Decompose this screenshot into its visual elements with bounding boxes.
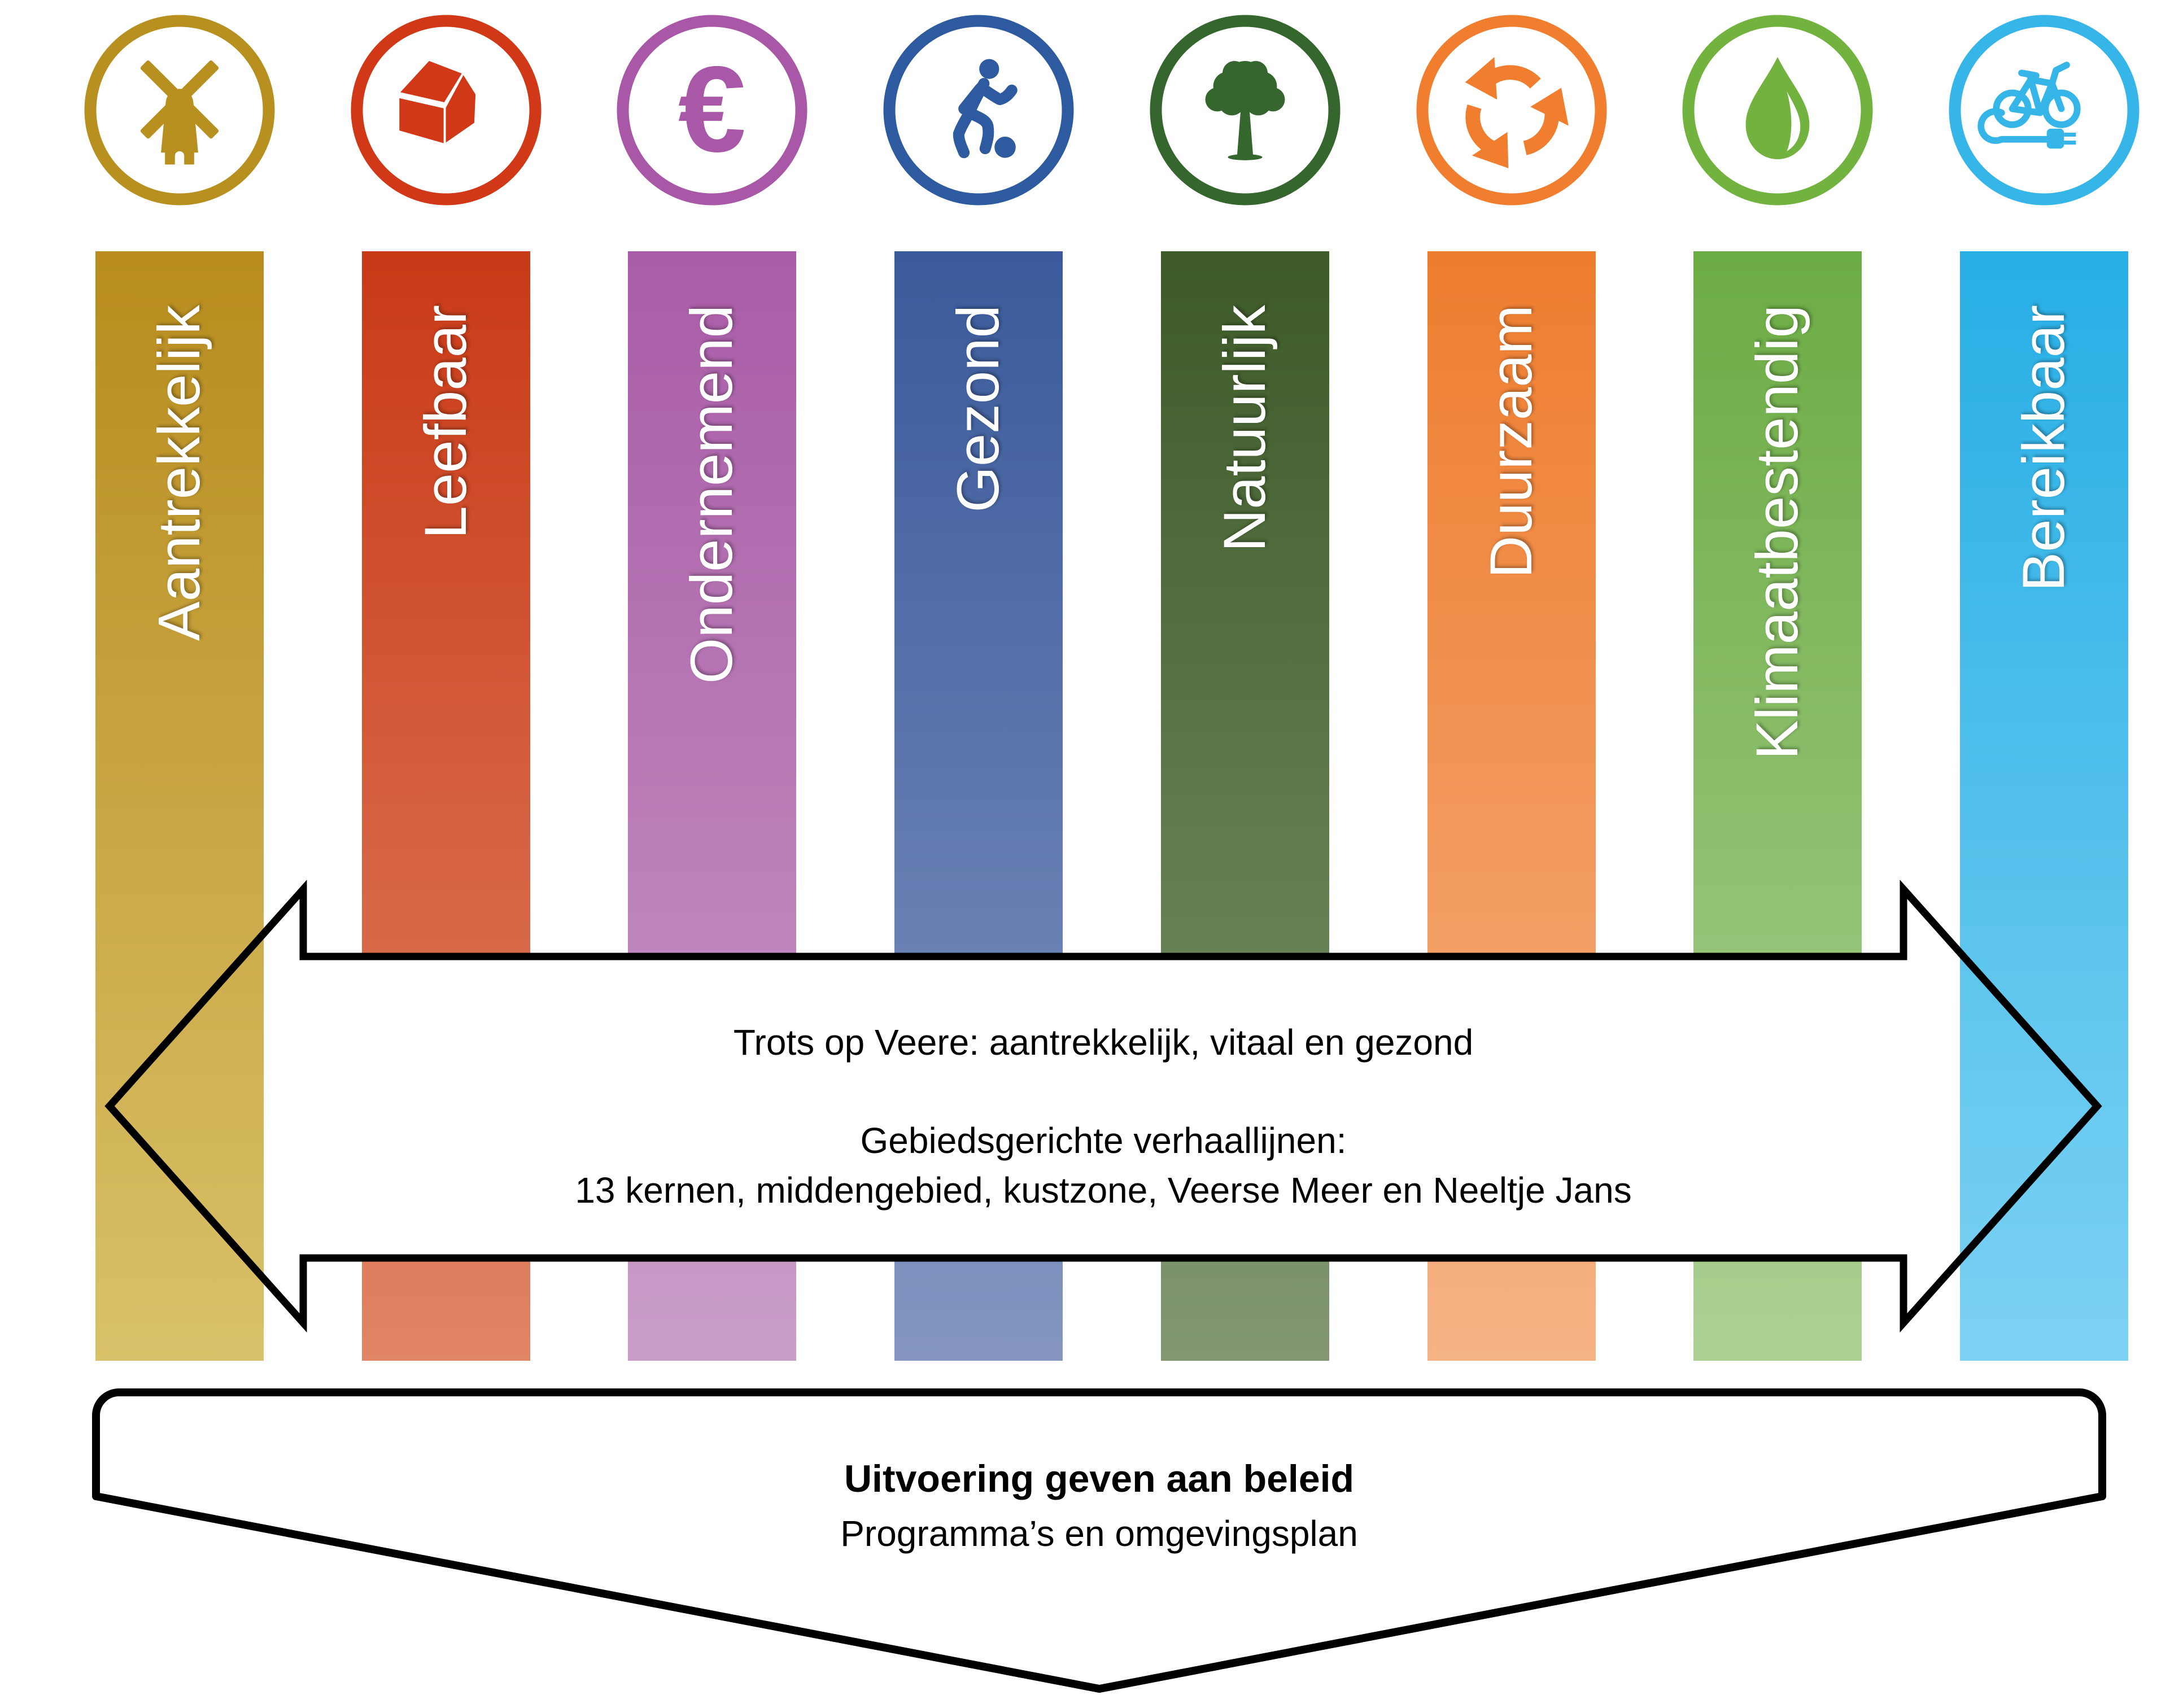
- water-drop-icon: [1682, 15, 1873, 206]
- pillar-ondernemend: € Ondernemend: [617, 0, 807, 1708]
- pillar-natuurlijk: Natuurlijk: [1150, 0, 1341, 1708]
- arrow-text-line-2: Gebiedsgerichte verhaallijnen:: [860, 1120, 1347, 1161]
- pillar-label: Aantrekkelijk: [146, 305, 212, 641]
- pillar-label: Natuurlijk: [1211, 305, 1278, 552]
- bottom-banner-subtitle: Programma’s en omgevingsplan: [840, 1513, 1358, 1554]
- pillar-aantrekkelijk: Aantrekkelijk: [84, 0, 275, 1708]
- arrow-text-line-3: 13 kernen, middengebied, kustzone, Veers…: [575, 1170, 1632, 1211]
- pillar-klimaatbestendig: Klimaatbestendig: [1682, 0, 1873, 1708]
- pillar-label: Klimaatbestendig: [1744, 305, 1810, 760]
- pillar-gezond: Gezond: [883, 0, 1074, 1708]
- euro-icon: €: [617, 15, 807, 206]
- recycle-icon: [1416, 15, 1607, 206]
- pillar-label: Bereikbaar: [2010, 305, 2077, 592]
- pillar-label: Leefbaar: [412, 305, 479, 539]
- pillar-label: Duurzaam: [1478, 305, 1544, 579]
- windmill-icon: [84, 15, 275, 206]
- pillar-label: Ondernemend: [678, 305, 745, 684]
- arrow-shaft-background: [303, 956, 1903, 1258]
- pillar-bereikbaar: Bereikbaar: [1949, 0, 2140, 1708]
- soccer-player-icon: [883, 15, 1074, 206]
- svg-text:€: €: [678, 41, 746, 177]
- bottom-banner-title: Uitvoering geven aan beleid: [844, 1457, 1355, 1500]
- house-icon: [351, 15, 542, 206]
- tree-icon: [1150, 15, 1341, 206]
- pillar-label: Gezond: [945, 305, 1011, 513]
- ebike-icon: [1949, 15, 2140, 206]
- pillar-leefbaar: Leefbaar: [351, 0, 542, 1708]
- arrow-text-line-1: Trots op Veere: aantrekkelijk, vitaal en…: [733, 1022, 1474, 1063]
- pillar-duurzaam: Duurzaam: [1416, 0, 1607, 1708]
